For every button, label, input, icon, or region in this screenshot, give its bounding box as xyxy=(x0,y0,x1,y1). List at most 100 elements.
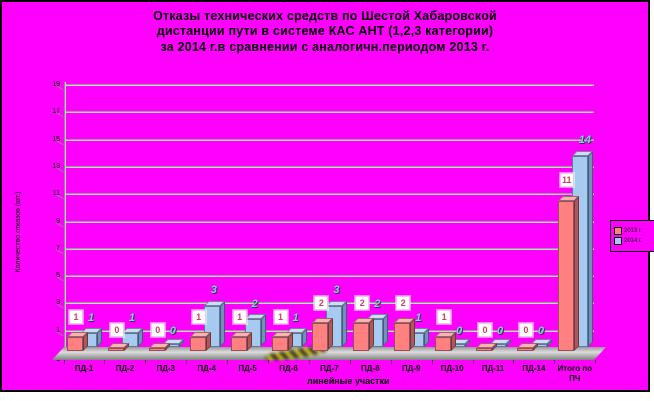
legend-label: 2013 г. xyxy=(624,228,643,234)
bar-2013-cat-11 xyxy=(476,343,497,351)
bar-2013-cat-6 xyxy=(271,332,293,351)
bar-side-face xyxy=(219,300,225,347)
value-label-2014: 0 xyxy=(497,325,504,338)
category-tick xyxy=(513,360,515,364)
chart-title-line-1: Отказы технических средств по Шестой Хаб… xyxy=(153,9,497,23)
bar-2013-cat-4 xyxy=(189,332,211,351)
bar-2013-cat-8 xyxy=(353,318,375,351)
y-tick-label: 15 xyxy=(52,135,60,143)
bar-front-face xyxy=(476,348,492,351)
value-label-2014: 1 xyxy=(415,311,422,324)
x-category-label: ПД-8 xyxy=(361,364,380,373)
x-category-label: ПД-4 xyxy=(197,364,216,373)
bar-front-face xyxy=(148,348,165,351)
x-category-label: ПД-7 xyxy=(320,364,339,373)
gridline xyxy=(64,220,594,223)
bar-side-face xyxy=(573,195,579,351)
bar-2013-cat-12 xyxy=(516,343,538,351)
value-label-2013: 0 xyxy=(518,323,533,338)
x-category-label: ПД-11 xyxy=(481,364,505,373)
gridline xyxy=(64,193,594,196)
x-category-label: ПД-2 xyxy=(115,364,135,373)
legend-swatch xyxy=(614,237,622,245)
x-category-label: ПД-1 xyxy=(74,364,94,373)
value-label-2014: 14 xyxy=(578,134,592,147)
bar-side-face xyxy=(424,328,430,347)
y-tick-label: 17 xyxy=(52,108,60,116)
value-label-2013: 1 xyxy=(232,309,247,324)
y-tick-label: 9 xyxy=(56,217,60,225)
value-label-2013: 0 xyxy=(150,323,165,338)
x-category-label: ПД-3 xyxy=(156,364,176,373)
category-tick xyxy=(595,360,597,364)
value-label-2013: 1 xyxy=(69,309,83,324)
bar-2013-cat-5 xyxy=(230,332,252,351)
category-tick xyxy=(431,360,433,364)
gridline xyxy=(64,247,594,250)
y-tick-label: 13 xyxy=(52,162,60,170)
bar-side-face xyxy=(369,318,375,351)
legend: 2013 г. 2014 г. xyxy=(610,220,654,252)
gridline xyxy=(64,138,594,141)
bar-front-face xyxy=(271,337,288,351)
value-label-2014: 3 xyxy=(333,284,340,297)
bar-2013-cat-1 xyxy=(67,332,88,351)
category-tick xyxy=(554,360,556,364)
category-tick xyxy=(472,360,474,364)
category-tick xyxy=(145,360,147,364)
legend-item-2013: 2013 г. xyxy=(614,227,652,235)
bar-side-face xyxy=(328,318,334,351)
value-label-2013: 11 xyxy=(559,173,574,188)
value-label-2014: 2 xyxy=(251,298,258,311)
gridline xyxy=(64,111,594,114)
gridline xyxy=(64,84,594,86)
bar-side-face xyxy=(342,300,348,347)
x-category-label: Итого по ПЧ xyxy=(557,364,593,383)
x-category-label: ПД-9 xyxy=(401,364,421,373)
category-tick xyxy=(349,360,351,364)
bar-2013-cat-7 xyxy=(312,318,334,351)
chart-title-line-2: дистанции пути в системе КАС АНТ (1,2,3 … xyxy=(156,24,494,39)
bar-front-face xyxy=(557,200,574,351)
bar-front-face xyxy=(189,337,206,351)
legend-swatch xyxy=(614,227,622,235)
value-label-2014: 3 xyxy=(210,284,217,297)
value-label-2014: 1 xyxy=(128,311,136,324)
category-tick xyxy=(308,360,310,364)
x-category-label: ПД-10 xyxy=(440,364,464,373)
value-label-2014: 0 xyxy=(537,325,545,338)
y-tick-label: 19 xyxy=(52,81,60,88)
bar-side-face xyxy=(137,328,143,347)
bar-front-face xyxy=(107,348,124,351)
y-tick-label: 3 xyxy=(56,299,60,307)
category-tick xyxy=(227,360,229,364)
bar-front-face xyxy=(516,348,533,351)
x-category-label: ПД-14 xyxy=(522,364,546,373)
bar-side-face xyxy=(301,328,307,347)
chart-title: Отказы технических средств по Шестой Хаб… xyxy=(2,9,648,55)
y-axis-line xyxy=(64,82,66,347)
category-tick xyxy=(104,360,106,364)
bar-side-face xyxy=(97,328,102,347)
bar-front-face xyxy=(353,323,370,351)
category-tick xyxy=(390,360,392,364)
bar-2013-cat-13 xyxy=(557,195,579,351)
bar-side-face xyxy=(383,314,389,347)
legend-label: 2014 г. xyxy=(624,238,643,244)
category-tick xyxy=(268,360,270,364)
plot-area: Количество отказов (шт.) 19 17 15 13 11 9 7 5 3 1… xyxy=(2,2,648,390)
chart-title-line-3: за 2014 г.в сравнении с аналогичн.период… xyxy=(160,39,490,54)
value-label-2013: 1 xyxy=(191,309,206,324)
bar-side-face xyxy=(260,314,266,347)
bar-front-face xyxy=(67,337,83,351)
value-label-2014: 2 xyxy=(374,298,381,311)
bar-2013-cat-10 xyxy=(435,332,457,351)
value-label-2013: 1 xyxy=(437,309,452,324)
value-label-2013: 1 xyxy=(273,309,288,324)
category-tick xyxy=(63,360,65,364)
value-label-2014: 1 xyxy=(292,311,299,324)
x-category-label: ПД-5 xyxy=(238,364,257,373)
bar-side-face xyxy=(205,332,211,351)
bar-2013-cat-2 xyxy=(107,343,129,351)
